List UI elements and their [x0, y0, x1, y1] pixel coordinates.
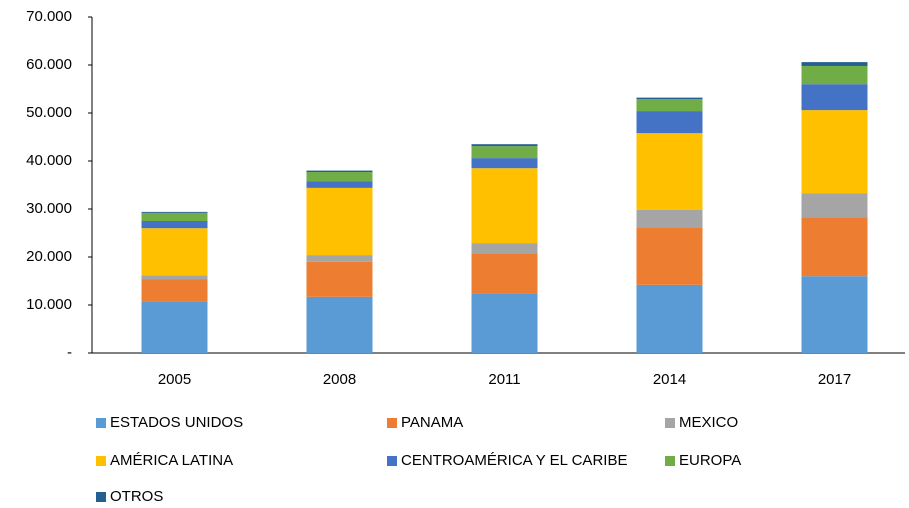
- y-tick-label: 30.000: [26, 200, 72, 217]
- legend-swatch: [665, 418, 675, 428]
- x-tick-label: 2014: [653, 371, 686, 388]
- legend-label: PANAMA: [401, 414, 463, 431]
- bar-segment: [636, 209, 703, 228]
- bar-segment: [636, 284, 703, 353]
- x-tick-label: 2017: [818, 371, 851, 388]
- bar-segment: [801, 193, 868, 218]
- legend-label: CENTROAMÉRICA Y EL CARIBE: [401, 452, 627, 469]
- bar-segment: [306, 170, 373, 173]
- bar-segment: [471, 158, 538, 169]
- x-tick-label: 2005: [158, 371, 191, 388]
- legend-label: OTROS: [110, 488, 163, 505]
- y-tick-label: 20.000: [26, 248, 72, 265]
- bar-segment: [306, 296, 373, 353]
- legend-label: ESTADOS UNIDOS: [110, 414, 243, 431]
- y-tick-label: 70.000: [26, 8, 72, 25]
- bar-segment: [801, 62, 868, 66]
- bar-segment: [306, 255, 373, 262]
- y-tick-label: -: [67, 344, 72, 361]
- legend-label: AMÉRICA LATINA: [110, 452, 233, 469]
- bar-segment: [306, 181, 373, 188]
- legend-label: MEXICO: [679, 414, 738, 431]
- bar-segment: [141, 221, 208, 229]
- bar-segment: [801, 65, 868, 85]
- legend-swatch: [96, 456, 106, 466]
- bar-segment: [801, 276, 868, 353]
- bar-segment: [636, 133, 703, 210]
- bar-segment: [306, 187, 373, 256]
- x-tick-label: 2008: [323, 371, 356, 388]
- bar-segment: [801, 110, 868, 194]
- bar-segment: [471, 168, 538, 244]
- legend-swatch: [387, 456, 397, 466]
- bar-segment: [471, 144, 538, 147]
- legend-swatch: [387, 418, 397, 428]
- bar-segment: [141, 275, 208, 280]
- bar-segment: [141, 211, 208, 213]
- bar-segment: [471, 146, 538, 159]
- bar-segment: [141, 301, 208, 353]
- y-tick-label: 60.000: [26, 56, 72, 73]
- bar-segment: [636, 99, 703, 112]
- bar-segment: [471, 253, 538, 294]
- y-tick-label: 40.000: [26, 152, 72, 169]
- legend-label: EUROPA: [679, 452, 741, 469]
- bar-segment: [636, 97, 703, 100]
- legend-swatch: [96, 492, 106, 502]
- bar-segment: [636, 111, 703, 134]
- x-tick-label: 2011: [488, 371, 520, 388]
- bar-segment: [471, 293, 538, 353]
- bar-segment: [141, 212, 208, 221]
- bar-segment: [306, 261, 373, 297]
- y-tick-label: 50.000: [26, 104, 72, 121]
- bar-segment: [141, 279, 208, 302]
- legend-swatch: [665, 456, 675, 466]
- bar-segment: [306, 172, 373, 182]
- y-tick-label: 10.000: [26, 296, 72, 313]
- bar-segment: [141, 228, 208, 276]
- bar-segment: [636, 227, 703, 285]
- bar-segment: [801, 217, 868, 277]
- legend-swatch: [96, 418, 106, 428]
- bar-segment: [471, 243, 538, 254]
- bar-segment: [801, 84, 868, 111]
